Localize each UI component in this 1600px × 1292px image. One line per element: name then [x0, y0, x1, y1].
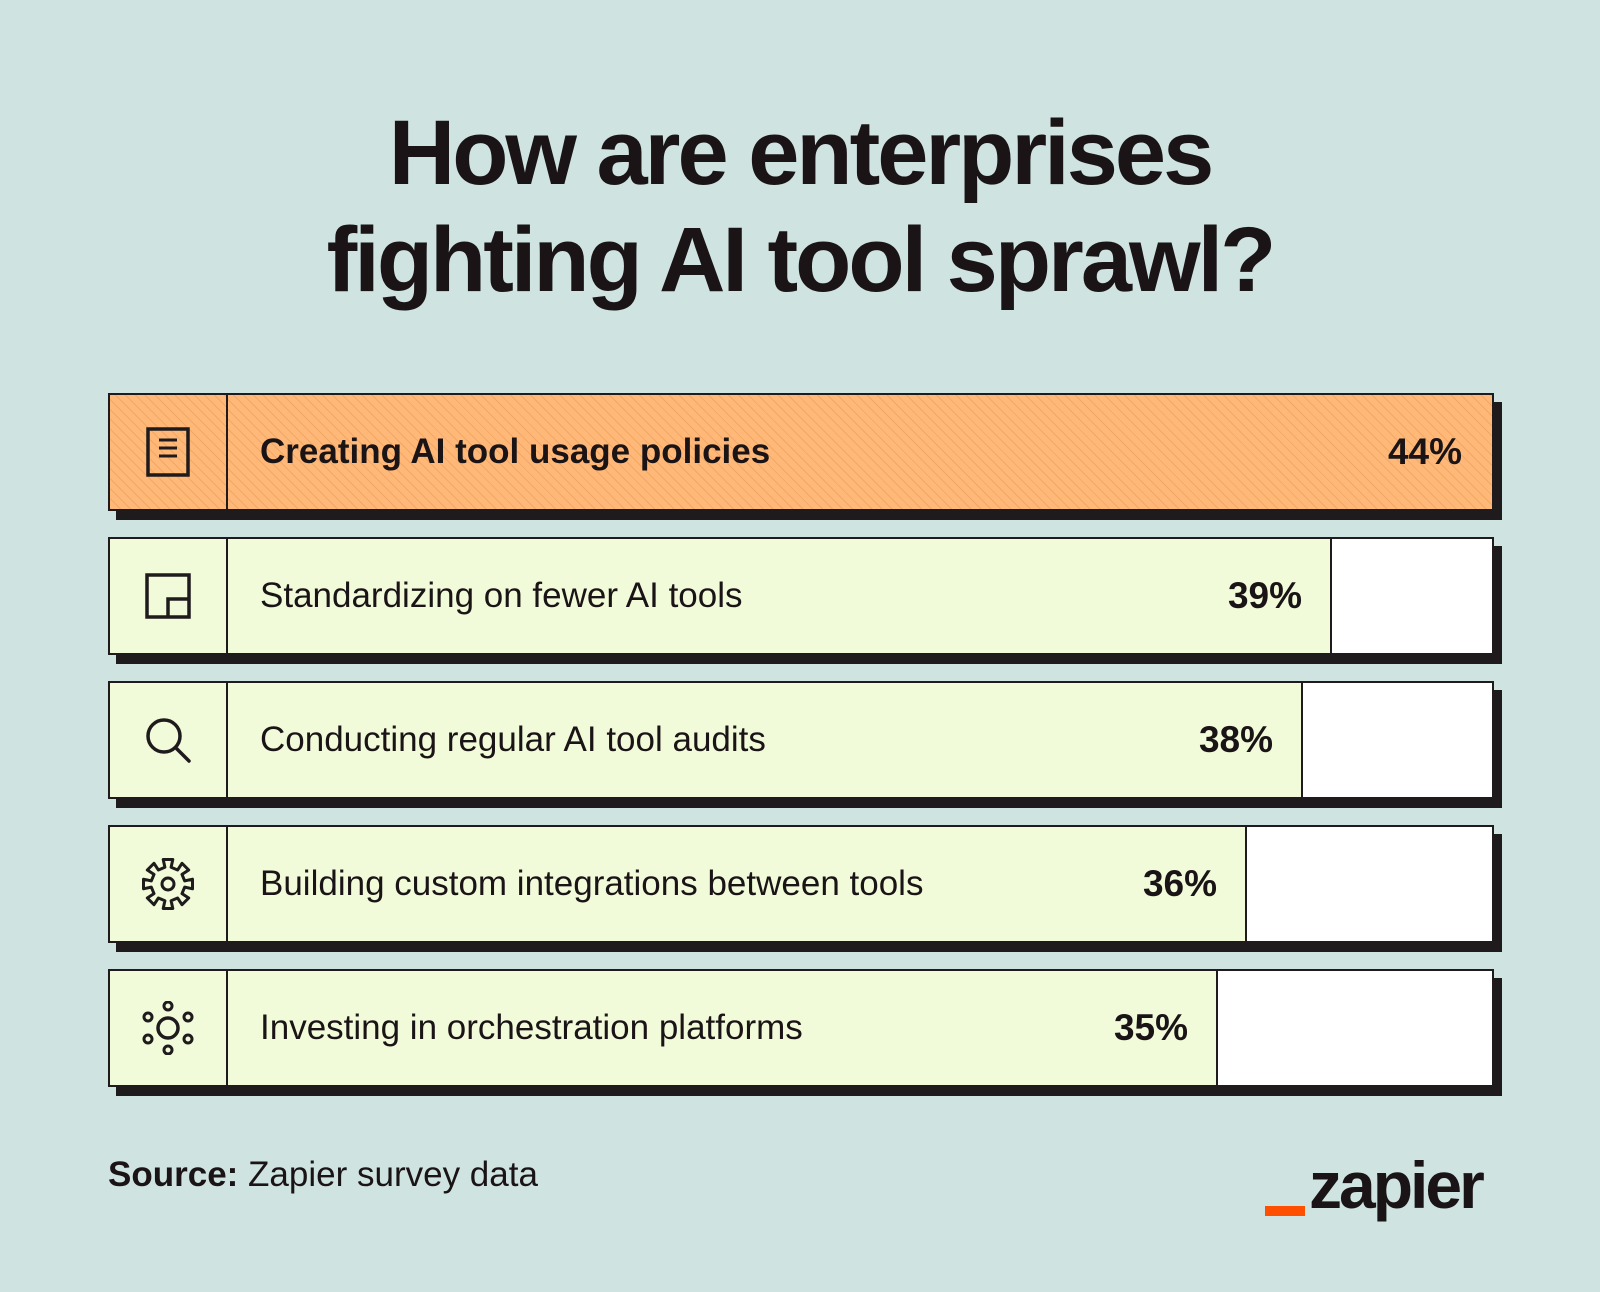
document-icon: [146, 427, 190, 477]
source-text: Zapier survey data: [248, 1155, 538, 1194]
bar: [228, 395, 1492, 509]
bar-value-label: 38%: [1198, 719, 1273, 760]
bar-row: Building custom integrations between too…: [108, 825, 1502, 952]
source-note: Source: Zapier survey data: [108, 1150, 538, 1200]
bar-icon-cell: [110, 539, 228, 653]
bar-value-label: 36%: [1142, 863, 1217, 904]
bar-row: Conducting regular AI tool audits 38%: [108, 681, 1502, 808]
bar: [228, 971, 1218, 1085]
source-label: Source:: [108, 1155, 239, 1194]
bar-icon-cell: [110, 827, 228, 941]
bar: [228, 539, 1332, 653]
gear-icon: [142, 858, 194, 910]
bar-row: Investing in orchestration platforms 35%: [108, 969, 1502, 1096]
chart-title: How are enterprises fighting AI tool spr…: [0, 100, 1600, 314]
bar-label: Conducting regular AI tool audits: [260, 720, 766, 759]
orchestration-icon: [142, 1001, 194, 1055]
layout-icon: [145, 573, 191, 619]
zapier-logo: zapier: [1265, 1152, 1505, 1222]
bar-icon-cell: [110, 683, 228, 797]
bar-label: Standardizing on fewer AI tools: [260, 576, 743, 615]
search-icon: [146, 718, 191, 763]
chart-title-line-1: How are enterprises: [388, 102, 1214, 204]
bar-label: Creating AI tool usage policies: [260, 432, 771, 471]
logo-wordmark: zapier: [1309, 1148, 1485, 1222]
chart-title-line-2: fighting AI tool sprawl?: [326, 209, 1277, 311]
bar-icon-cell: [110, 971, 228, 1085]
bar-label: Investing in orchestration platforms: [260, 1008, 803, 1047]
bar-icon-cell: [110, 395, 228, 509]
bar-row: Creating AI tool usage policies 44%: [108, 393, 1502, 520]
bar: [228, 683, 1303, 797]
bar-value-label: 44%: [1387, 431, 1462, 472]
logo-underscore-mark: [1265, 1206, 1305, 1216]
bar-track: Investing in orchestration platforms 35%: [108, 969, 1494, 1087]
bar-label: Building custom integrations between too…: [260, 864, 924, 903]
bar-value-label: 39%: [1227, 575, 1302, 616]
bar-value-label: 35%: [1113, 1007, 1188, 1048]
bar-track: Conducting regular AI tool audits 38%: [108, 681, 1494, 799]
bar-track: Standardizing on fewer AI tools 39%: [108, 537, 1494, 655]
bar: [228, 827, 1247, 941]
bar-track: Building custom integrations between too…: [108, 825, 1494, 943]
bar-track: Creating AI tool usage policies 44%: [108, 393, 1494, 511]
bar-row: Standardizing on fewer AI tools 39%: [108, 537, 1502, 664]
